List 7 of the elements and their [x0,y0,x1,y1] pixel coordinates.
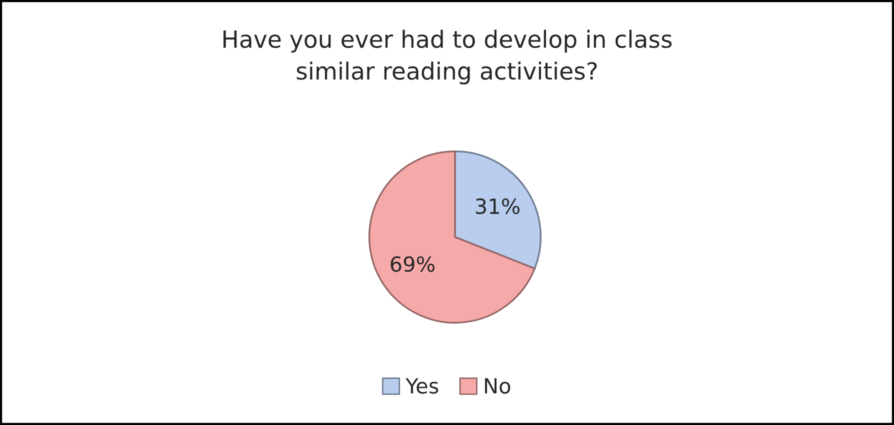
legend-label: No [485,378,510,394]
chart-title: Have you ever had to develop in class similar reading activities? [223,30,672,84]
legend-label: Yes [406,378,438,394]
data-label: 69% [390,256,434,272]
data-label: 31% [476,198,520,214]
pie-slice [454,150,542,270]
pie-slice [368,150,536,324]
